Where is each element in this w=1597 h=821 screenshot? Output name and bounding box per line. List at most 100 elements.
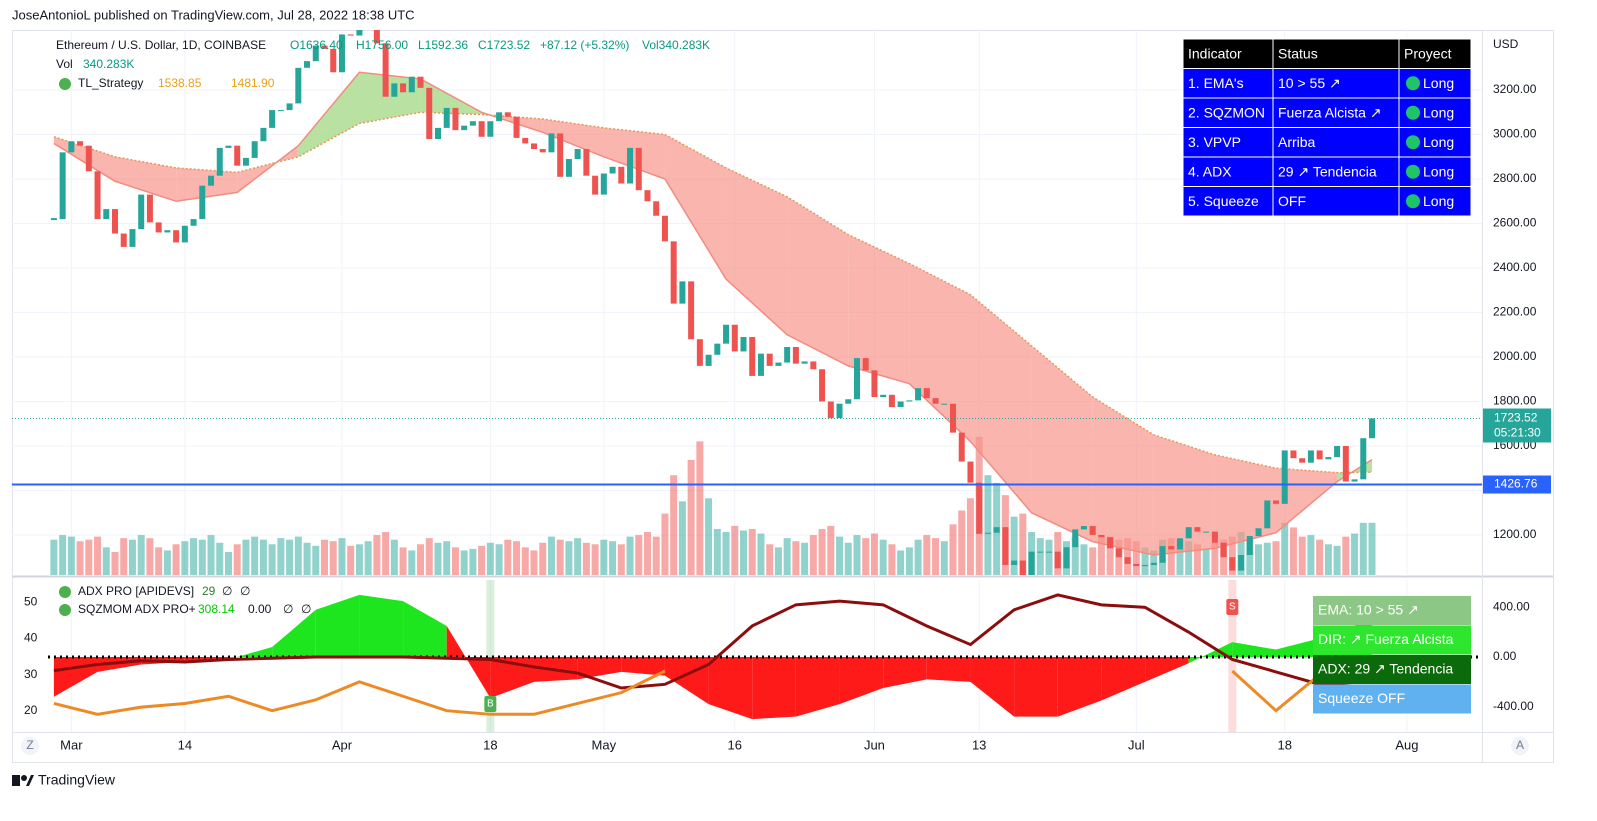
momentum-area [621,656,665,676]
status-dot [1406,194,1420,209]
volume-bar [923,535,931,575]
x-tick-label: Apr [332,737,353,752]
last-price-label: 1723.52 [1494,411,1538,425]
signal-box-text: ADX: 29 ↗ Tendencia [1318,661,1453,677]
candle [583,149,590,176]
volume-bar [652,536,660,575]
table-cell [1398,38,1472,69]
table-text: Long [1423,75,1454,91]
candle [1264,500,1271,529]
last-price-tag [1483,408,1551,443]
x-tick-label: Mar [60,737,83,752]
candle [565,159,572,177]
ema-band [1214,454,1276,549]
candle [819,369,826,402]
candle [1142,564,1149,567]
signal-box-text: EMA: 10 > 55 ↗ [1318,602,1419,618]
volume-bar [1368,522,1376,575]
candle [557,133,564,177]
candle [120,233,127,247]
candle [1246,536,1253,555]
candle [644,190,651,202]
candle [1063,547,1070,569]
candle [1046,551,1053,553]
status-dot [1406,105,1420,120]
table-text: 3. VPVP [1188,134,1241,150]
candle [286,103,293,111]
candle [1325,457,1332,460]
volume-bar [338,538,346,575]
momentum-area [446,625,491,698]
ema-band [664,134,727,280]
volume-bar [451,547,459,575]
table-text: Proyect [1404,45,1452,61]
y-tick-label: 2400.00 [1493,260,1537,274]
volume-bar [862,538,870,575]
axis-button[interactable] [21,737,39,755]
candle [653,201,660,216]
volume-bar [1185,541,1193,575]
volume-bar [696,441,704,575]
volume-bar [286,539,294,575]
volume-bar [1150,550,1158,575]
candle [94,171,101,220]
volume-value: 340.283K [83,57,134,71]
x-tick-label: Jul [1128,737,1145,752]
candle [1299,458,1306,463]
candle [1176,538,1183,550]
volume-bar [836,536,844,575]
candle [792,346,799,364]
volume-bar [521,547,529,575]
candle [408,76,415,93]
table-text: Arriba [1278,134,1316,150]
candle [827,401,834,419]
candle [356,30,363,36]
candle [1255,528,1262,537]
x-tick-label: 16 [728,737,742,752]
candle [1334,445,1341,458]
volume-bar [120,538,128,575]
candle [836,403,843,419]
y-tick-label: 1800.00 [1493,394,1537,408]
volume-bar [303,542,311,575]
volume-bar [1019,513,1027,575]
candle [321,45,328,49]
candle [627,147,634,184]
main-pane [12,30,1482,575]
volume-bar [1045,539,1053,575]
candle [277,110,284,112]
volume-bar [1124,538,1132,575]
candle [1369,418,1376,439]
ema-band [603,127,665,180]
table-text: 4. ADX [1188,163,1232,179]
ema-band [787,196,849,366]
candle [696,339,703,366]
volume-bar [513,541,521,575]
candle [208,175,215,186]
candle [338,34,345,73]
price-line-label: 1426.76 [1494,477,1538,491]
candle [400,83,407,93]
volume-bar [443,541,451,575]
y-tick-label: 30 [24,667,38,681]
momentum-area [1101,656,1146,701]
candle [1168,546,1175,550]
ema-band [1153,434,1215,555]
volume-bar [905,547,913,575]
ema-slow-line [53,111,1373,474]
candle [382,43,389,97]
candle [1211,531,1218,543]
volume-bar [364,541,372,575]
candle [1028,551,1035,575]
candle [1316,450,1323,460]
axis-button[interactable] [1511,737,1529,755]
candle [452,107,459,131]
volume-bar [783,538,791,575]
momentum-area [839,656,884,705]
sqz-value: 308.14 [198,602,235,616]
table-text: Long [1423,163,1454,179]
candle [661,215,668,242]
candle [1159,546,1166,563]
volume-bar [670,475,678,575]
